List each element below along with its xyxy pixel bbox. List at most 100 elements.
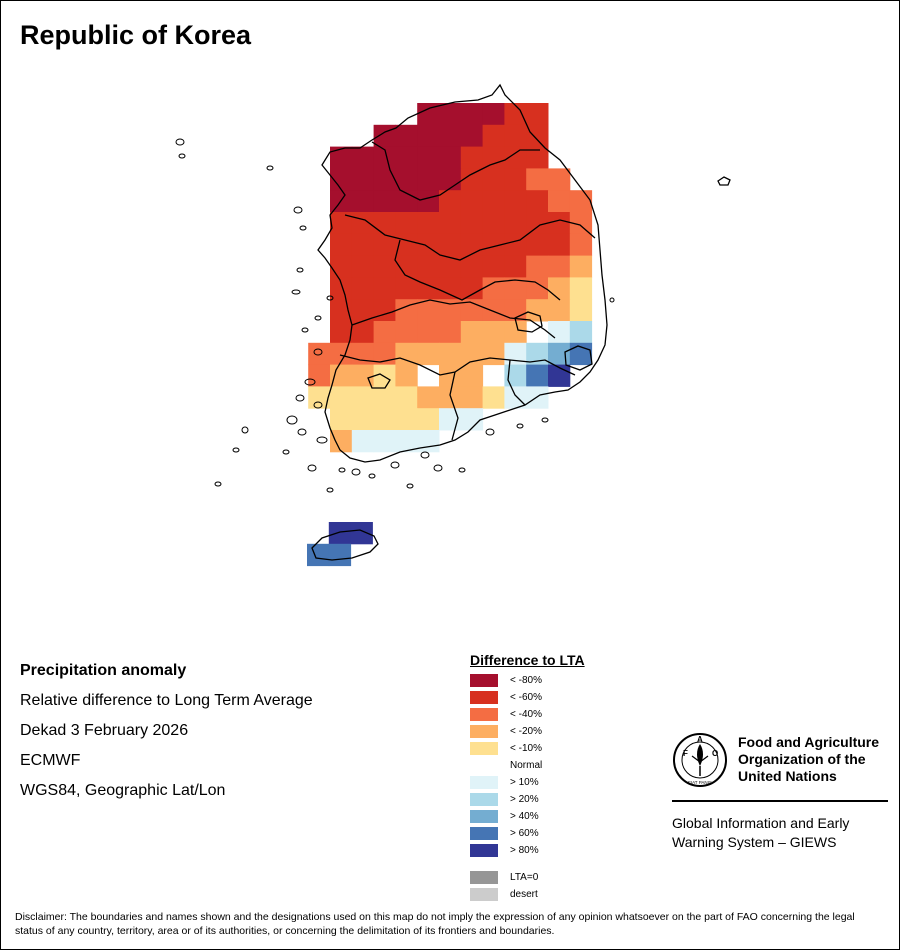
anomaly-cell <box>330 168 353 191</box>
anomaly-cell <box>482 190 505 213</box>
legend-label: > 60% <box>510 828 539 839</box>
anomaly-cell <box>460 190 484 213</box>
anomaly-cell <box>351 255 375 278</box>
province-boundary <box>394 239 561 301</box>
anomaly-cell <box>417 103 440 126</box>
legend-label: > 20% <box>510 794 539 805</box>
anomaly-cell <box>482 146 505 169</box>
mainland-coastline <box>317 83 608 463</box>
anomaly-cell <box>373 386 396 409</box>
island-outline <box>295 394 305 402</box>
anomaly-cell <box>526 233 549 257</box>
anomaly-cell <box>548 212 571 235</box>
legend-swatch <box>470 793 498 806</box>
anomaly-cell <box>526 103 549 126</box>
island-outline <box>286 415 298 425</box>
legend-item: > 40% <box>470 808 585 825</box>
anomaly-cell <box>526 124 549 148</box>
legend-swatch <box>470 871 498 884</box>
anomaly-cell <box>504 168 527 191</box>
anomaly-cell <box>351 168 375 191</box>
anomaly-cell <box>417 321 440 344</box>
anomaly-map <box>175 83 731 567</box>
island-outline <box>299 225 307 231</box>
anomaly-cell <box>504 277 527 300</box>
anomaly-cell <box>351 408 375 431</box>
anomaly-cell <box>439 103 462 126</box>
anomaly-cell <box>526 364 549 387</box>
island-outline <box>291 289 301 295</box>
anomaly-cell <box>395 124 418 148</box>
legend-swatch <box>470 708 498 721</box>
anomaly-cell-jeju <box>328 543 352 567</box>
anomaly-cell <box>569 212 593 235</box>
anomaly-cell <box>439 364 462 387</box>
anomaly-cell <box>526 386 549 409</box>
island-outline <box>368 473 376 479</box>
anomaly-cell <box>330 364 353 387</box>
anomaly-cell <box>548 255 571 278</box>
island-outline <box>304 378 316 386</box>
giews-name-line: Global Information and Early <box>672 815 850 831</box>
anomaly-cell <box>569 299 593 322</box>
island-outline <box>351 468 361 476</box>
anomaly-cell <box>504 299 527 322</box>
anomaly-cell <box>373 364 396 387</box>
legend-swatch <box>470 810 498 823</box>
island-outline <box>516 423 524 429</box>
anomaly-cell <box>482 299 505 322</box>
island-outline <box>406 483 414 489</box>
islands <box>175 138 615 493</box>
svg-text:O: O <box>712 749 718 758</box>
legend-item: > 20% <box>470 791 585 808</box>
info-period: Dekad 3 February 2026 <box>20 722 189 739</box>
info-description: Relative difference to Long Term Average <box>20 692 313 709</box>
anomaly-cell <box>504 255 527 278</box>
anomaly-cell <box>482 124 505 148</box>
anomaly-cell <box>439 168 462 191</box>
anomaly-cell <box>548 233 571 257</box>
anomaly-cell <box>330 146 353 169</box>
island-outline <box>293 206 303 214</box>
anomaly-cell <box>330 212 353 235</box>
anomaly-cell <box>460 386 484 409</box>
svg-text:A: A <box>697 735 703 744</box>
anomaly-cell <box>548 277 571 300</box>
anomaly-cell <box>504 386 527 409</box>
anomaly-cell <box>330 408 353 431</box>
anomaly-cell <box>351 386 375 409</box>
anomaly-cell <box>351 190 375 213</box>
legend-swatch <box>470 776 498 789</box>
anomaly-cell <box>417 212 440 235</box>
anomaly-cell <box>373 277 396 300</box>
anomaly-cell <box>373 321 396 344</box>
province-boundary <box>344 214 596 261</box>
anomaly-cell <box>417 168 440 191</box>
legend-swatch <box>470 827 498 840</box>
province-boundary <box>351 299 556 339</box>
anomaly-cell <box>439 124 462 148</box>
anomaly-cell <box>373 190 396 213</box>
legend-item: < -20% <box>470 723 585 740</box>
anomaly-cell <box>439 277 462 300</box>
anomaly-cell <box>504 146 527 169</box>
island-outline <box>241 426 249 434</box>
anomaly-cell <box>504 212 527 235</box>
anomaly-cell <box>526 255 549 278</box>
anomaly-cell <box>351 364 375 387</box>
legend-label: < -80% <box>510 675 542 686</box>
anomaly-cell <box>460 168 484 191</box>
anomaly-cell <box>504 190 527 213</box>
legend-swatch <box>470 725 498 738</box>
anomaly-cell <box>373 255 396 278</box>
anomaly-cell <box>395 408 418 431</box>
anomaly-cell <box>526 168 549 191</box>
anomaly-cell <box>395 168 418 191</box>
anomaly-cell <box>395 364 418 387</box>
island-outline <box>282 449 290 455</box>
anomaly-cell <box>330 277 353 300</box>
anomaly-cell <box>460 212 484 235</box>
anomaly-cell <box>569 321 593 344</box>
anomaly-cell <box>395 430 418 453</box>
anomaly-cell <box>395 277 418 300</box>
